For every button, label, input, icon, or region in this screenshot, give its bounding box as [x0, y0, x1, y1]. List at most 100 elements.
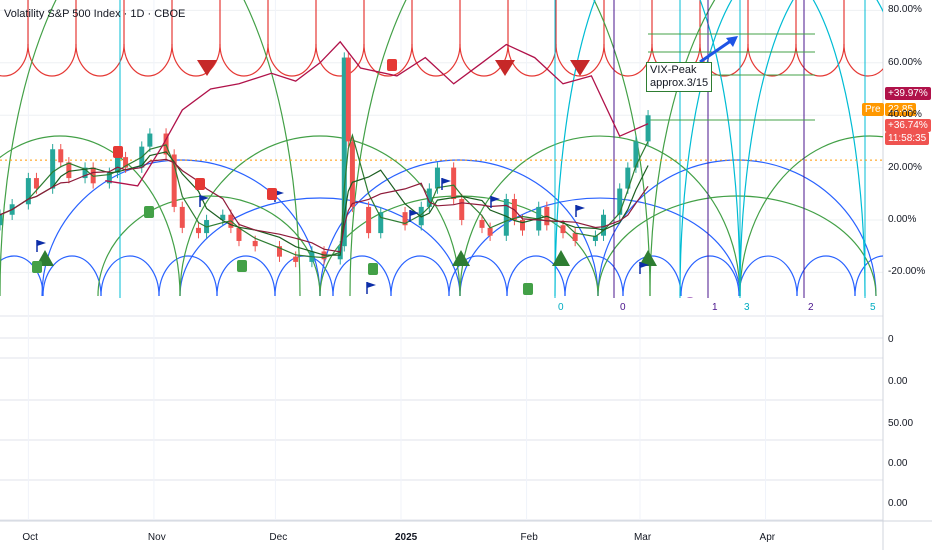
lightning-icon — [686, 297, 694, 298]
blue-cycle-arc-small — [100, 255, 160, 297]
candle — [366, 206, 372, 234]
time-axis-label: Mar — [633, 532, 652, 543]
green-cycle-arc — [0, 135, 181, 297]
candle — [426, 188, 432, 207]
flag-marker — [442, 178, 451, 184]
sell-triangle — [495, 60, 515, 76]
red-cycle-arc — [459, 43, 509, 77]
time-axis-label: 2025 — [394, 532, 418, 543]
bar-countdown: 11:58:35 — [885, 132, 930, 145]
blue-cycle-arc-small — [564, 255, 624, 297]
red-cycle-arc — [27, 43, 77, 77]
candle — [276, 246, 282, 257]
moving-averages — [0, 133, 649, 259]
cycle-count-label: 0 — [620, 302, 626, 313]
cycle-count-label: 3 — [744, 302, 750, 313]
blue-cycle-arc-small — [738, 255, 798, 297]
red-cycle-arc — [507, 43, 557, 77]
candle — [123, 157, 129, 168]
cyan-cycle-arc — [554, 0, 741, 297]
red-label-marker — [113, 146, 123, 158]
green-cycle-arc — [179, 135, 461, 297]
candle — [560, 225, 566, 234]
candle — [58, 149, 64, 163]
green-label-marker — [523, 283, 533, 295]
candle — [402, 212, 408, 226]
symbol-title[interactable]: Volatility S&P 500 Index · 1D · CBOE — [4, 8, 186, 20]
candle — [0, 214, 3, 226]
blue-cycle-arc-large — [179, 197, 461, 297]
red-cycle-arc — [0, 43, 29, 77]
candle — [236, 227, 242, 241]
flag-marker — [576, 205, 585, 211]
red-cycle-arc — [603, 43, 653, 77]
blue-cycle-arc-small — [854, 255, 883, 297]
red-cycle-arc — [747, 43, 797, 77]
red-cycle-arc — [699, 43, 749, 77]
candle — [645, 115, 651, 142]
blue-cycle-arc-small — [332, 255, 392, 297]
candle — [195, 227, 201, 234]
cyan-cycle-arc — [679, 0, 866, 297]
blue-cycle-arc-small — [216, 255, 276, 297]
candle — [66, 162, 72, 179]
series-b-price-tag: +36.74% — [885, 119, 931, 132]
flag-marker — [491, 196, 500, 202]
pane-axis-label: 0.00 — [888, 376, 908, 387]
time-axis-label: Dec — [269, 532, 288, 543]
candle — [378, 212, 384, 234]
green-cycle-arc — [319, 195, 599, 297]
candle — [479, 220, 485, 228]
candle — [147, 133, 153, 147]
price-axis-label: 0.00% — [888, 214, 917, 225]
candle — [345, 57, 351, 142]
red-cycle-arc — [795, 43, 845, 77]
annotation-line-2: approx.3/15 — [650, 77, 709, 89]
candle — [50, 149, 56, 189]
red-cycle-arc — [843, 43, 883, 77]
green-cycle-arc — [739, 135, 883, 297]
cyan-cycle-arc — [739, 0, 883, 297]
green-label-marker — [144, 206, 154, 218]
green-label-marker — [32, 261, 42, 273]
blue-cycle-arc-small — [506, 255, 566, 297]
price-axis-label: 60.00% — [888, 56, 922, 68]
time-axis-label: Oct — [22, 532, 38, 543]
green-cycle-arc — [459, 135, 741, 297]
flag-marker — [410, 210, 419, 216]
blue-cycle-arc-small — [622, 255, 682, 297]
green-cycle-arc-tall — [349, 0, 651, 297]
red-cycle-arc — [411, 43, 461, 77]
candle — [163, 133, 169, 155]
cycle-count-label: 0 — [558, 302, 564, 313]
peak-arrow-head — [726, 36, 738, 47]
red-label-marker — [267, 188, 277, 200]
candle — [114, 157, 120, 173]
sell-triangle — [197, 60, 217, 76]
comparison-series — [105, 40, 649, 187]
time-axis-label: Feb — [520, 532, 538, 543]
pre-market-price-tag: 22.85 — [885, 103, 917, 116]
candle — [90, 167, 96, 184]
green-cycle-arc-tall — [649, 0, 716, 297]
candle — [451, 167, 457, 200]
candle — [592, 235, 598, 241]
candle — [171, 154, 177, 207]
vix-peak-annotation[interactable]: VIX-Peak approx.3/15 — [646, 62, 713, 92]
blue-cycle-arc-small — [0, 255, 44, 297]
pane-axis-label: 0 — [888, 334, 894, 345]
flag-marker — [640, 262, 649, 268]
moving-average-line — [0, 133, 649, 259]
flag-marker — [275, 190, 284, 196]
cycle-count-label: 5 — [870, 302, 876, 313]
candle — [503, 199, 509, 236]
time-axis-label: Apr — [759, 532, 776, 543]
comparison-line — [105, 40, 649, 187]
sell-triangle — [570, 60, 590, 76]
red-label-marker — [195, 178, 205, 190]
candle — [82, 167, 88, 179]
price-axis-label: 40.00% — [888, 109, 922, 121]
candle — [572, 233, 578, 241]
